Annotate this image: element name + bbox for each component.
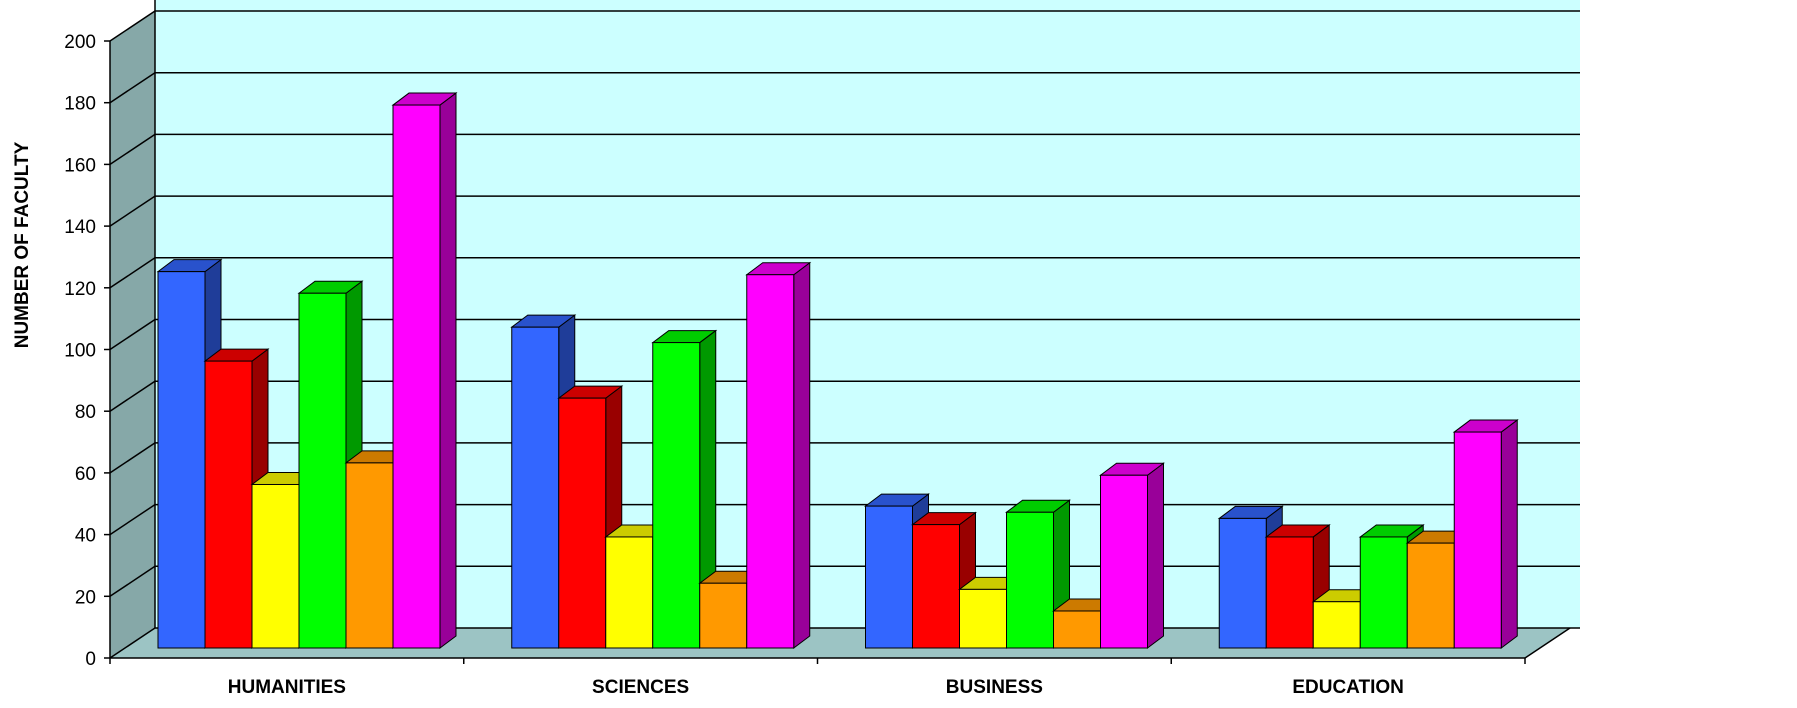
y-tick-label: 40 <box>75 526 96 547</box>
bar-front <box>1406 542 1455 649</box>
bars <box>156 92 1519 649</box>
bar-front <box>298 292 347 649</box>
y-tick-label: 20 <box>75 587 96 608</box>
bar-front <box>1265 536 1314 649</box>
bar-front <box>605 536 654 649</box>
gridline-side <box>109 72 156 104</box>
gridline-side <box>109 565 156 597</box>
floor-edge <box>1524 627 1571 659</box>
gridline-side <box>109 627 156 659</box>
bar-front <box>157 271 206 649</box>
bar-front <box>699 582 748 649</box>
bar-front <box>865 505 913 649</box>
x-category-label: HUMANITIES <box>228 677 346 698</box>
bar <box>1099 462 1165 649</box>
bar-front <box>959 588 1007 649</box>
bar-front <box>1359 536 1408 649</box>
y-tick-label: 100 <box>64 341 96 362</box>
bar-side <box>439 92 457 649</box>
bar <box>651 329 718 649</box>
gridline-side <box>109 10 156 42</box>
bar-front <box>345 462 394 649</box>
bar-front <box>511 326 560 649</box>
y-tick-label: 140 <box>64 217 96 238</box>
bar-side <box>1500 419 1518 649</box>
gridline-side <box>109 318 156 351</box>
bar-front <box>1312 601 1361 649</box>
bar-front <box>1100 474 1148 649</box>
y-tick-label: 160 <box>64 155 96 176</box>
bar-front <box>746 274 795 649</box>
gridline-side <box>109 503 156 536</box>
y-tick-label: 200 <box>64 32 96 53</box>
gridline-side <box>109 133 156 166</box>
y-tick-label: 0 <box>85 649 96 670</box>
gridline-side <box>109 257 156 289</box>
gridline-side <box>109 195 156 227</box>
bar-front <box>652 342 701 649</box>
bar <box>391 92 458 649</box>
y-tick-label: 120 <box>64 279 96 300</box>
y-tick-label: 80 <box>75 402 96 423</box>
bar-front <box>558 397 607 649</box>
x-category-label: EDUCATION <box>1292 677 1404 698</box>
bar-front <box>912 524 960 649</box>
x-axis: HUMANITIES SCIENCES BUSINESS EDUCATION <box>109 627 1571 698</box>
y-tick-label: 60 <box>75 464 96 485</box>
bar <box>745 261 812 649</box>
gridline-side <box>109 442 156 474</box>
floor <box>110 628 1570 658</box>
bar-front <box>392 104 441 649</box>
bar-side <box>793 261 811 649</box>
y-tick-label: 180 <box>64 94 96 115</box>
x-category-label: SCIENCES <box>592 677 689 698</box>
bar <box>297 280 364 649</box>
bar <box>1452 419 1519 649</box>
y-axis: 0 20 40 60 80 100 120 140 160 180 200 <box>64 32 111 670</box>
bar-side <box>1147 462 1164 649</box>
bar-front <box>204 360 253 649</box>
x-category-label: BUSINESS <box>946 677 1043 698</box>
gridline-side <box>109 380 156 412</box>
bar-front <box>1053 610 1101 649</box>
bar-front <box>1006 511 1054 649</box>
bar-front <box>1453 431 1502 649</box>
bar-front <box>1218 517 1267 649</box>
bar-front <box>251 483 300 649</box>
y-axis-title: NUMBER OF FACULTY <box>12 141 33 348</box>
